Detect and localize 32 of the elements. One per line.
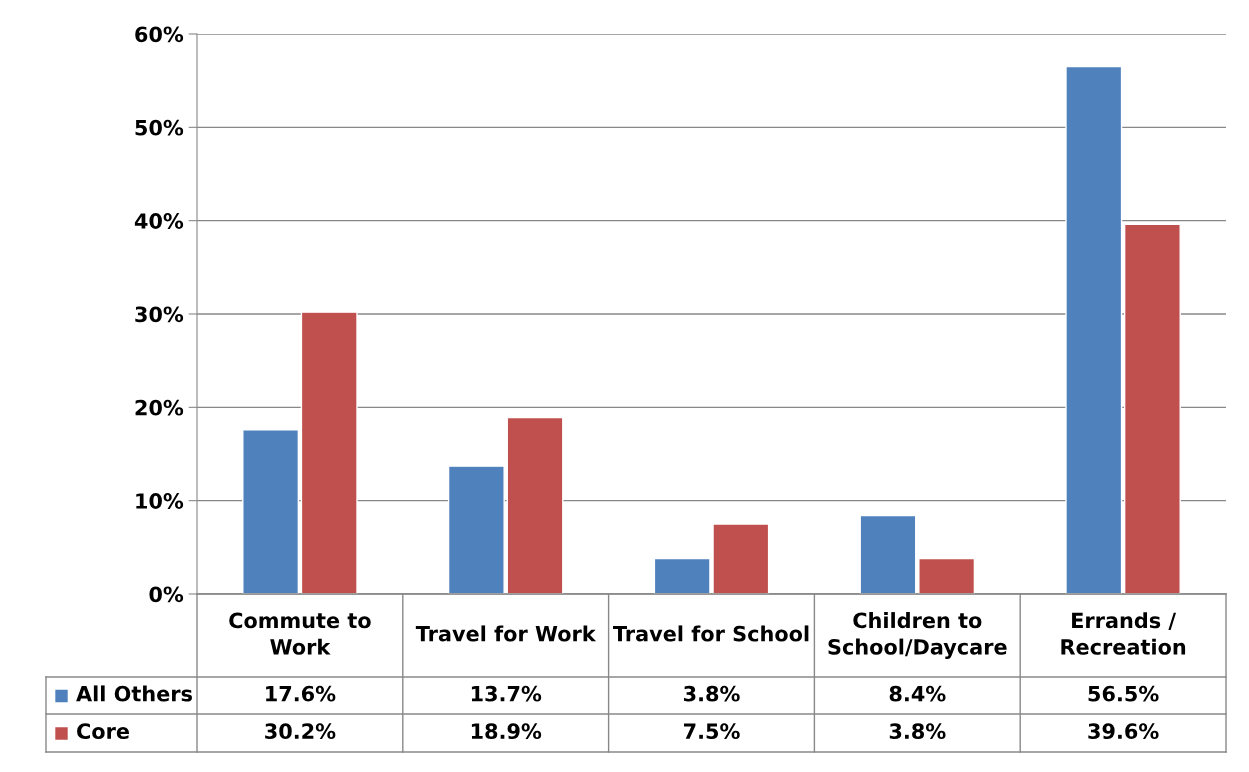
bar (1065, 65, 1123, 594)
x-tick-label: Commute to Work (229, 612, 371, 655)
legend-label: All Others (76, 685, 192, 702)
data-label: 8.4% (889, 685, 946, 702)
data-label: 13.7% (471, 685, 542, 702)
data-label: 17.6% (266, 685, 336, 702)
x-tick-label: Children to School/Daycare (828, 612, 1007, 659)
data-label: 30.2% (265, 723, 336, 740)
data-label: 7.5% (684, 723, 740, 740)
data-label: 39.6% (1088, 723, 1159, 740)
y-tick-label: 20% (135, 399, 184, 416)
data-label: 3.8% (684, 685, 740, 702)
bar (447, 465, 505, 594)
y-tick-label: 30% (135, 306, 184, 323)
bar (859, 514, 917, 594)
legend-label: Core (77, 723, 129, 740)
y-tick-label: 10% (136, 493, 184, 509)
x-tick-label: Travel for Work (415, 625, 597, 642)
bar (300, 311, 358, 594)
data-label: 3.8% (889, 723, 946, 740)
x-tick-label: Errands / Recreation (1061, 612, 1186, 655)
y-tick-label: 40% (134, 213, 184, 229)
bar (242, 429, 300, 594)
bar (506, 416, 564, 594)
bar (918, 557, 976, 594)
data-label: 56.5% (1088, 685, 1159, 702)
y-tick-label: 50% (135, 119, 184, 136)
y-tick-label: 60% (135, 26, 184, 43)
y-tick-label: 0% (149, 586, 184, 603)
x-tick-label: Travel for School (612, 625, 809, 642)
bar (1123, 223, 1181, 594)
data-label: 18.9% (471, 723, 542, 740)
